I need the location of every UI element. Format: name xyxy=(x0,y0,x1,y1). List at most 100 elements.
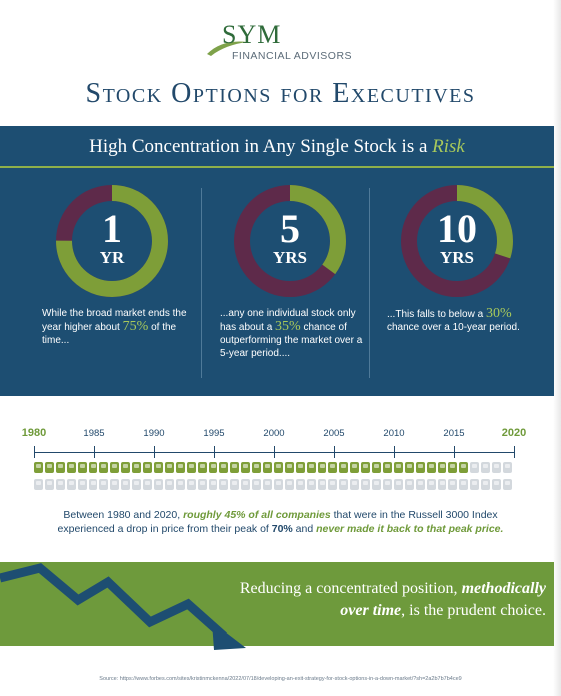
timeline-year-label: 1990 xyxy=(143,428,165,439)
train-car xyxy=(252,462,262,473)
train-car xyxy=(502,479,512,490)
stat-emph: never made it back to that peak price. xyxy=(316,523,504,535)
falling-arrow-icon xyxy=(0,563,246,650)
train-car xyxy=(306,462,316,473)
train-car xyxy=(273,479,283,490)
donut-chart-10yr xyxy=(401,185,513,297)
train-car xyxy=(143,479,152,490)
train-car xyxy=(186,462,196,473)
train-car xyxy=(393,479,403,490)
train-car xyxy=(295,479,305,490)
train-car xyxy=(143,462,152,473)
conclusion-b: , is the prudent choice. xyxy=(401,602,546,619)
train-car xyxy=(77,462,87,473)
stat-column-10yr: 10 YRS ...This falls to below a 30% chan… xyxy=(375,181,545,386)
column-text-b: chance over a 10-year period. xyxy=(387,322,520,333)
donut-value-arc xyxy=(401,185,513,297)
train-car xyxy=(88,479,98,490)
panel-title-main: High Concentration in Any Single Stock i… xyxy=(89,136,433,157)
timeline-tick xyxy=(454,446,455,458)
train-car xyxy=(492,462,501,473)
stat-column-1yr: 1 YR While the broad market ends the yea… xyxy=(30,181,200,386)
source-citation: Source: https://www.forbes.com/sites/kri… xyxy=(99,676,462,682)
train-car xyxy=(284,479,294,490)
timeline-year-label: 2020 xyxy=(501,427,527,439)
train-car xyxy=(88,462,98,473)
train-car xyxy=(153,462,163,473)
timeline-year-label: 2005 xyxy=(323,428,345,439)
column-pct: 30% xyxy=(485,306,512,321)
train-car xyxy=(197,479,207,490)
stat-part: Between 1980 and 2020, xyxy=(63,509,184,521)
column-text-b: of the time... xyxy=(42,322,177,346)
swoosh-icon xyxy=(207,41,247,56)
conclusion-a: Reducing a concentrated position, xyxy=(239,580,462,597)
column-text: ...This falls to below a 30% chance over… xyxy=(387,307,537,334)
donut-number: 5 xyxy=(280,206,300,251)
train-car xyxy=(175,479,185,490)
train-car xyxy=(66,462,76,473)
train-car xyxy=(153,479,163,490)
train-car xyxy=(208,462,218,473)
timeline-year-label: 2010 xyxy=(383,428,405,439)
timeline-tick xyxy=(34,446,35,458)
train-car xyxy=(121,462,131,473)
column-text: While the broad market ends the year hig… xyxy=(42,307,192,347)
train-car xyxy=(241,479,251,490)
panel-title-emph: Risk xyxy=(432,136,465,157)
train-car xyxy=(164,462,174,473)
train-car xyxy=(132,462,142,473)
column-divider xyxy=(201,188,202,378)
train-car xyxy=(252,479,262,490)
timeline-tick xyxy=(214,446,215,458)
train-car xyxy=(110,462,120,473)
donut-unit: YR xyxy=(99,248,125,267)
column-text: ...any one individual stock only has abo… xyxy=(220,307,370,360)
train-car xyxy=(426,479,436,490)
train-car xyxy=(437,462,447,473)
column-pct: 35% xyxy=(275,319,301,334)
train-car xyxy=(372,479,381,490)
train-car xyxy=(415,462,425,473)
train-car xyxy=(34,462,43,473)
train-car xyxy=(186,479,196,490)
train-car xyxy=(219,462,229,473)
train-car xyxy=(492,479,501,490)
stat-emph: roughly 45% of all companies xyxy=(183,509,331,521)
train-car xyxy=(99,462,109,473)
train-car xyxy=(263,479,272,490)
panel-rule xyxy=(0,166,554,168)
timeline-year-label: 1985 xyxy=(83,428,105,439)
timeline-tick xyxy=(94,446,95,458)
train-car xyxy=(44,479,54,490)
stat-column-5yr: 5 YRS ...any one individual stock only h… xyxy=(208,181,378,386)
page-title: Stock Options for Executives xyxy=(85,78,476,109)
train-row xyxy=(34,479,514,491)
donut-unit: YRS xyxy=(272,248,307,267)
train-car xyxy=(306,479,316,490)
timeline-year-label: 1980 xyxy=(21,427,47,439)
timeline-year-label: 2000 xyxy=(263,428,285,439)
train-car xyxy=(426,462,436,473)
train-car xyxy=(241,462,251,473)
stat-bold: 70% xyxy=(271,523,293,535)
train-car xyxy=(459,462,469,473)
train-car xyxy=(175,462,185,473)
train-car xyxy=(448,479,458,490)
train-car xyxy=(437,479,447,490)
donut-chart-5yr xyxy=(234,185,346,297)
train-car xyxy=(219,479,229,490)
timeline-tick xyxy=(274,446,275,458)
train-car xyxy=(121,479,131,490)
train-car xyxy=(55,462,65,473)
train-car xyxy=(197,462,207,473)
train-car xyxy=(295,462,305,473)
train-car xyxy=(470,462,480,473)
train-car xyxy=(404,462,414,473)
conclusion-emph: over time xyxy=(340,602,402,619)
train-car xyxy=(77,479,87,490)
train-car xyxy=(99,479,109,490)
train-car xyxy=(415,479,425,490)
train-car xyxy=(404,479,414,490)
